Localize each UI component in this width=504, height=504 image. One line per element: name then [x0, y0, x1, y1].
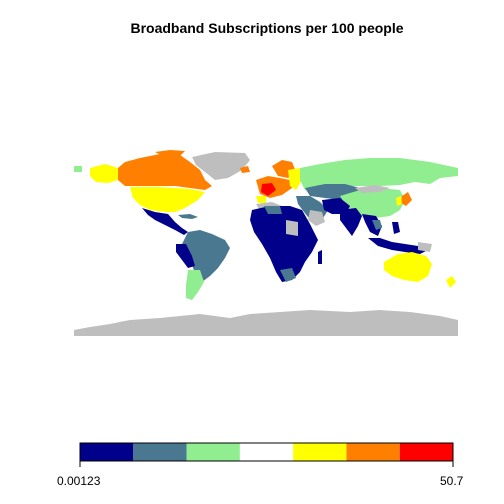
region-iberia [256, 196, 266, 203]
legend-bin-6 [346, 443, 400, 461]
region-mexico [142, 208, 188, 235]
region-europe-red [261, 183, 276, 196]
region-new-zealand [446, 276, 456, 288]
region-alaska [90, 164, 118, 183]
region-papua [418, 242, 432, 252]
region-korea [396, 196, 402, 206]
legend-max-label: 50.7 [440, 474, 464, 488]
region-arabia [308, 210, 325, 226]
region-southern-cone [186, 270, 204, 300]
region-iceland [240, 166, 250, 173]
region-south-america [182, 230, 230, 282]
region-mongolia [355, 185, 390, 193]
legend-bin-5 [293, 443, 347, 461]
region-south-africa [280, 268, 296, 282]
region-southeast-asia [362, 214, 382, 236]
region-japan [401, 192, 412, 206]
region-philippines [392, 222, 400, 234]
region-andes [176, 244, 195, 268]
legend-bin-2 [133, 443, 187, 461]
region-greenland [192, 152, 250, 180]
region-eastern-europe [288, 168, 302, 190]
region-southeast-asia-mid [372, 220, 382, 230]
legend-bin-4 [239, 443, 294, 461]
region-caribbean [178, 214, 198, 219]
region-north-africa-steel [264, 206, 282, 214]
legend-bin-7 [399, 443, 453, 461]
region-canada [118, 154, 212, 190]
legend-bin-1 [80, 443, 134, 461]
region-arctic-islands [155, 150, 185, 157]
region-chukotka-west [74, 166, 82, 172]
region-india [340, 208, 362, 236]
map-title: Broadband Subscriptions per 100 people [130, 20, 404, 36]
region-indonesia [368, 238, 428, 254]
region-africa [250, 206, 318, 282]
region-africa-grey [286, 220, 298, 236]
legend-frame [79, 442, 454, 462]
region-australia [384, 252, 432, 282]
region-usa [130, 187, 205, 212]
legend-bin-3 [186, 443, 240, 461]
region-antarctica [74, 310, 458, 336]
region-russia [300, 158, 458, 190]
region-madagascar [318, 250, 322, 264]
legend-min-label: 0.00123 [57, 474, 101, 488]
